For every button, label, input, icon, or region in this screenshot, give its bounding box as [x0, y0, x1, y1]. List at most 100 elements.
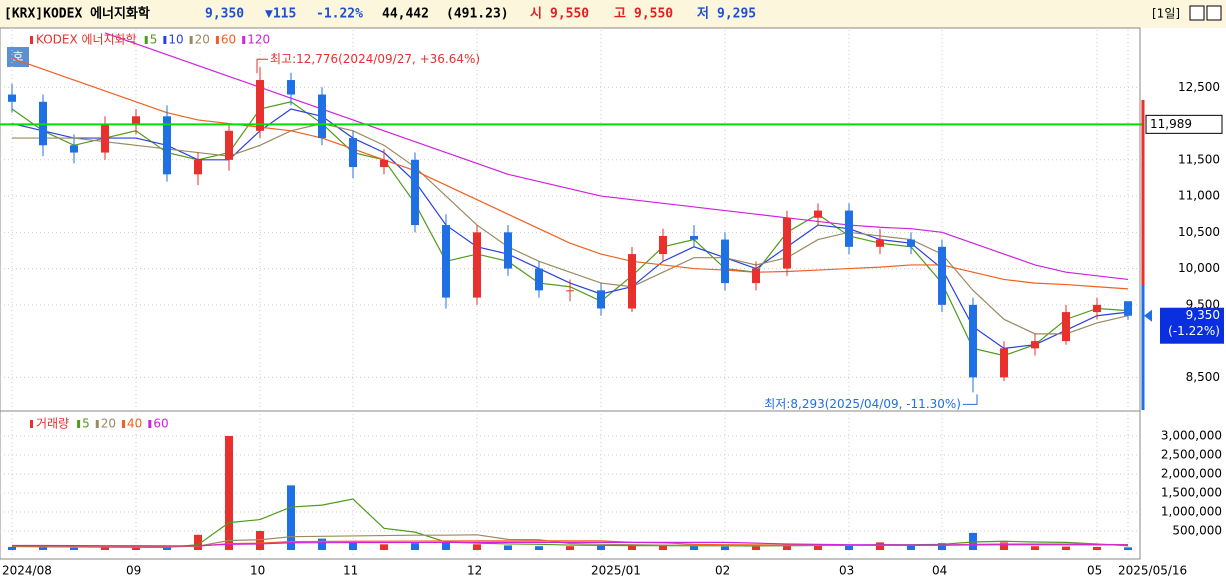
volume-bar [349, 542, 357, 550]
y-tick-label: 3,000,000 [1161, 428, 1222, 442]
candle-body [318, 94, 326, 139]
y-tick-label: 11,500 [1178, 152, 1220, 166]
volume-bar [473, 544, 481, 550]
period-button[interactable]: [1일] [1152, 7, 1180, 21]
amount: (491.23) [446, 7, 509, 22]
legend-label: 60 [153, 417, 168, 431]
legend-swatch [30, 36, 33, 44]
candle-body [1124, 301, 1132, 316]
volume: 44,442 [382, 7, 429, 22]
panel-title: KODEX 에너지화학 [36, 33, 137, 47]
moving-average-line [11, 498, 1129, 548]
volume-bar [876, 542, 884, 550]
last-price-change: (-1.22%) [1168, 324, 1220, 338]
y-tick-label: 10,000 [1178, 261, 1220, 275]
candle-body [876, 239, 884, 247]
y-tick-label: 1,000,000 [1161, 504, 1222, 518]
x-tick-label: 11 [343, 564, 358, 578]
legend-swatch [242, 36, 246, 44]
y-tick-label: 500,000 [1172, 523, 1222, 537]
reference-label-box [1145, 114, 1223, 134]
volume-bar [504, 545, 512, 550]
candle-body [1000, 348, 1008, 378]
y-tick-label: 1,500,000 [1161, 485, 1222, 499]
quote-button-label: 호 [12, 50, 23, 64]
candle-body [70, 145, 78, 153]
legend-label: 20 [195, 33, 210, 47]
high-label: 고 [614, 7, 626, 22]
legend-swatch [144, 36, 148, 44]
x-tick-label: 2025/05/16 [1118, 564, 1187, 578]
volume-bar [597, 545, 605, 550]
candle-body [845, 210, 853, 247]
volume-bar [845, 545, 853, 550]
x-tick-label: 04 [932, 564, 947, 578]
candle-body [194, 159, 202, 175]
volume-bar [938, 543, 946, 550]
volume-bar [566, 546, 574, 550]
legend-swatch [77, 420, 81, 428]
candle-body [628, 254, 636, 309]
candle-body [1031, 341, 1039, 349]
candle-body [597, 290, 605, 309]
open-label: 시 [530, 7, 542, 22]
volume-bar [721, 546, 729, 550]
candle-body [969, 304, 977, 378]
legend-label: 5 [82, 417, 90, 431]
high: 9,550 [634, 7, 673, 22]
low-annotation: 최저:8,293(2025/04/09, -11.30%) [764, 397, 961, 411]
candle-body [473, 232, 481, 298]
volume-bar [70, 547, 78, 550]
candle-body [814, 210, 822, 218]
close-button[interactable] [1206, 5, 1222, 21]
y-tick-label: 2,000,000 [1161, 466, 1222, 480]
high-annotation: 최고:12,776(2024/09/27, +36.64%) [270, 52, 480, 66]
candle-body [659, 235, 667, 255]
candle-body [535, 268, 543, 291]
maximize-button[interactable] [1189, 5, 1205, 21]
candle-body [907, 239, 915, 247]
candle-body [783, 217, 791, 269]
legend-label: 120 [247, 33, 270, 47]
candle-body [411, 159, 419, 226]
y-tick-label: 12,500 [1178, 80, 1220, 94]
stock-name: [KRX]KODEX 에너지화학 [4, 6, 150, 22]
low-pointer [963, 394, 978, 405]
legend-swatch [163, 36, 167, 44]
y-tick-label: 10,500 [1178, 225, 1220, 239]
volume-bar [628, 545, 636, 550]
legend-swatch [95, 420, 99, 428]
volume-bar [535, 546, 543, 550]
volume-bar [1093, 546, 1101, 550]
x-tick-label: 09 [126, 564, 141, 578]
volume-panel [0, 410, 1141, 560]
candle-body [380, 159, 388, 168]
y-tick-label: 8,500 [1186, 370, 1220, 384]
volume-bar [132, 547, 140, 550]
y-tick-label: 11,000 [1178, 189, 1220, 203]
volume-bar [256, 530, 264, 550]
change: ▼115 [265, 7, 296, 22]
x-tick-label: 2024/08 [2, 564, 52, 578]
candle-body [442, 225, 450, 298]
candle-body [287, 80, 295, 95]
volume-bar [163, 547, 171, 550]
last-price-box [1160, 307, 1224, 344]
legend-swatch [215, 36, 219, 44]
legend-swatch [189, 36, 193, 44]
volume-bar [194, 534, 202, 550]
volume-bar [380, 544, 388, 550]
legend-label: 20 [101, 417, 116, 431]
candle-body [504, 232, 512, 269]
volume-bar [1062, 546, 1070, 550]
reference-label: 11,989 [1150, 117, 1192, 131]
volume-bar [783, 544, 791, 550]
volume-bar [814, 544, 822, 550]
volume-bar [1000, 542, 1008, 550]
low: 9,295 [717, 7, 756, 22]
candle-body [1093, 304, 1101, 313]
candle-body [8, 94, 16, 102]
volume-bar [411, 543, 419, 550]
volume-bar [8, 546, 16, 550]
high-pointer [256, 58, 268, 74]
